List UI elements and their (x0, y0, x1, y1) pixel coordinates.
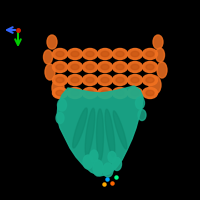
Ellipse shape (131, 51, 139, 57)
Ellipse shape (131, 77, 139, 83)
Ellipse shape (52, 74, 68, 86)
Ellipse shape (52, 79, 64, 97)
Ellipse shape (52, 62, 68, 72)
Ellipse shape (56, 112, 64, 123)
Ellipse shape (128, 74, 142, 86)
Ellipse shape (45, 64, 55, 80)
Ellipse shape (136, 97, 144, 109)
Ellipse shape (156, 48, 164, 62)
Ellipse shape (142, 74, 158, 86)
Polygon shape (57, 86, 143, 176)
Ellipse shape (112, 88, 128, 98)
Ellipse shape (113, 111, 127, 149)
Ellipse shape (112, 62, 128, 72)
Ellipse shape (146, 51, 154, 57)
Ellipse shape (52, 48, 68, 60)
Ellipse shape (68, 88, 83, 98)
Ellipse shape (52, 88, 68, 98)
Ellipse shape (68, 62, 83, 72)
Ellipse shape (83, 62, 98, 72)
Ellipse shape (108, 152, 116, 162)
Ellipse shape (83, 155, 93, 169)
Ellipse shape (116, 51, 124, 57)
Ellipse shape (112, 48, 128, 60)
Ellipse shape (83, 48, 98, 60)
Ellipse shape (128, 48, 142, 60)
Ellipse shape (146, 90, 154, 96)
Ellipse shape (101, 64, 109, 70)
Ellipse shape (56, 90, 64, 96)
Ellipse shape (83, 74, 98, 86)
Ellipse shape (116, 77, 124, 83)
Ellipse shape (86, 77, 94, 83)
Ellipse shape (90, 150, 98, 162)
Ellipse shape (138, 110, 146, 120)
Ellipse shape (128, 88, 142, 98)
Ellipse shape (56, 64, 64, 70)
Ellipse shape (142, 88, 158, 98)
Ellipse shape (146, 77, 154, 83)
Ellipse shape (101, 77, 109, 83)
Ellipse shape (68, 74, 83, 86)
Ellipse shape (153, 35, 163, 49)
Ellipse shape (71, 77, 79, 83)
Ellipse shape (85, 108, 95, 156)
Ellipse shape (142, 48, 158, 60)
Ellipse shape (146, 64, 154, 70)
Ellipse shape (58, 99, 66, 111)
Ellipse shape (96, 109, 104, 161)
Ellipse shape (112, 74, 128, 86)
Ellipse shape (142, 62, 158, 72)
Ellipse shape (98, 74, 112, 86)
Ellipse shape (83, 88, 98, 98)
Ellipse shape (93, 160, 103, 176)
Ellipse shape (86, 90, 94, 96)
Ellipse shape (98, 48, 112, 60)
Ellipse shape (149, 76, 161, 94)
Ellipse shape (103, 163, 113, 177)
Ellipse shape (101, 51, 109, 57)
Ellipse shape (157, 62, 167, 78)
Ellipse shape (56, 77, 64, 83)
Ellipse shape (44, 50, 52, 64)
Ellipse shape (98, 62, 112, 72)
Ellipse shape (47, 35, 57, 49)
Ellipse shape (101, 90, 109, 96)
Ellipse shape (116, 64, 124, 70)
Ellipse shape (131, 64, 139, 70)
Ellipse shape (128, 62, 142, 72)
Ellipse shape (98, 88, 112, 98)
Ellipse shape (131, 90, 139, 96)
Ellipse shape (68, 48, 83, 60)
Ellipse shape (71, 90, 79, 96)
Ellipse shape (86, 64, 94, 70)
Ellipse shape (105, 109, 115, 157)
Ellipse shape (112, 158, 122, 170)
Ellipse shape (71, 64, 79, 70)
Ellipse shape (56, 51, 64, 57)
Ellipse shape (71, 51, 79, 57)
Ellipse shape (116, 90, 124, 96)
Ellipse shape (86, 51, 94, 57)
Ellipse shape (73, 108, 87, 148)
